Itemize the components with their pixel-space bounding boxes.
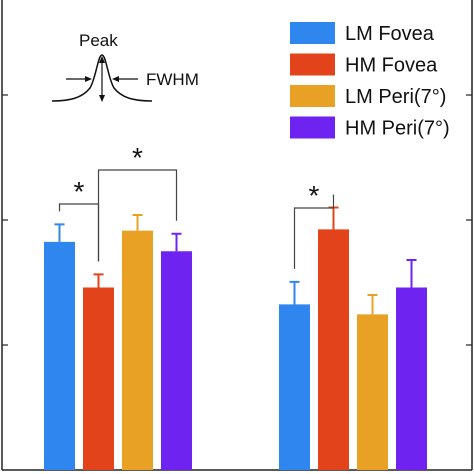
bar (279, 304, 310, 470)
legend-label: HM Fovea (345, 55, 438, 77)
legend: LM Fovea HM Fovea LM Peri(7°) HM Peri(7°) (290, 22, 450, 140)
legend-swatch (290, 53, 335, 76)
significance-bracket (97, 169, 178, 262)
legend-label: HM Peri(7°) (345, 118, 450, 140)
significance-star: * (132, 142, 143, 173)
bar (83, 287, 114, 470)
bar (357, 314, 388, 470)
bar (161, 251, 192, 470)
bar (396, 287, 427, 470)
peak-label: Peak (79, 31, 118, 50)
legend-label: LM Fovea (345, 23, 435, 45)
legend-swatch (290, 22, 335, 44)
fwhm-label: FWHM (146, 70, 199, 89)
bar (44, 241, 75, 470)
legend-swatch (290, 85, 335, 107)
significance-layer: * * * (58, 142, 335, 269)
significance-star: * (309, 180, 320, 211)
legend-swatch (290, 116, 335, 139)
bar (318, 229, 349, 470)
bars-layer (44, 206, 427, 470)
legend-label: LM Peri(7°) (345, 86, 446, 108)
peak-arrowhead-top (99, 56, 105, 63)
peak-fwhm-inset: Peak FWHM (51, 31, 199, 102)
bar (122, 230, 153, 470)
significance-star: * (74, 176, 85, 207)
fwhm-arrowhead-left (85, 76, 92, 82)
fwhm-arrowhead-right (112, 76, 119, 82)
gaussian-curve (51, 54, 153, 102)
significance-bracket (293, 194, 335, 269)
peak-arrowhead-bottom (99, 95, 105, 102)
